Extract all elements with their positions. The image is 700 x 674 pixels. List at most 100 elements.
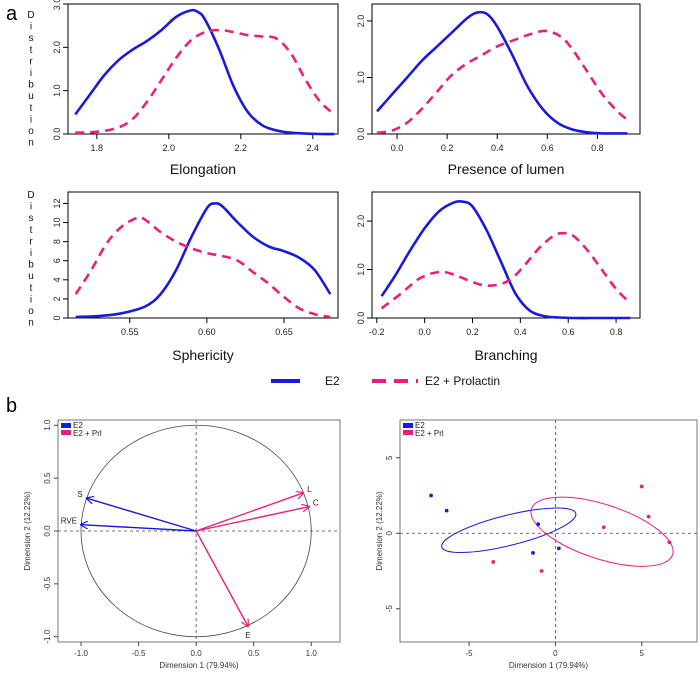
x-tick-label: 0 xyxy=(553,649,558,658)
series-line-e2-prolactin xyxy=(380,231,632,310)
plot-frame xyxy=(371,3,641,135)
x-tick-label: 0.2 xyxy=(441,143,454,153)
vector-label: S xyxy=(77,490,82,499)
y-axis-label-char: r xyxy=(29,236,33,247)
y-tick-label: 1.0 xyxy=(356,263,366,276)
y-axis-label-char: i xyxy=(30,248,32,259)
legend-prl-swatch xyxy=(403,430,413,435)
y-tick-label: 0 xyxy=(52,315,62,320)
vector-label: L xyxy=(307,485,312,494)
y-tick-label: 1.0 xyxy=(43,419,52,431)
x-tick-label: 0.0 xyxy=(191,649,203,658)
x-tick-label: 0.5 xyxy=(248,649,260,658)
x-tick-label: 0.6 xyxy=(541,143,554,153)
y-tick-label: 0.0 xyxy=(356,128,366,141)
vector-l xyxy=(195,493,303,532)
plot-frame xyxy=(67,3,339,135)
legend-e2-swatch xyxy=(403,423,413,428)
y-tick-label: 4 xyxy=(52,277,62,282)
y-tick-label: 0.0 xyxy=(52,128,62,141)
plot-frame xyxy=(371,191,641,319)
y-tick-label: 10 xyxy=(52,218,62,228)
x-tick-label: 5 xyxy=(640,649,645,658)
data-point xyxy=(639,484,644,489)
series-line-e2 xyxy=(376,10,628,135)
y-tick-label: 1.0 xyxy=(52,84,62,97)
data-point xyxy=(539,569,544,573)
data-point xyxy=(601,525,606,530)
y-axis-label-char: b xyxy=(28,260,34,271)
series-line-e2 xyxy=(74,8,335,136)
x-tick-label: 0.0 xyxy=(391,143,404,153)
x-tick-label: -1.0 xyxy=(74,649,88,658)
x-tick-label: 0.60 xyxy=(198,327,216,337)
vector-c xyxy=(195,507,309,532)
y-axis-label-char: i xyxy=(30,114,32,125)
y-axis-label-char: o xyxy=(28,306,34,317)
y-tick-label: 3.0 xyxy=(52,0,62,10)
y-axis-label-char: i xyxy=(30,202,32,213)
data-point xyxy=(531,550,535,555)
panel-label-b: b xyxy=(6,395,17,417)
series-line-e2-prolactin xyxy=(75,28,336,134)
y-axis-label-char: i xyxy=(30,294,32,305)
y-axis-label-char: D xyxy=(27,190,34,201)
y-tick-label: 0.5 xyxy=(43,472,52,484)
legend-e2-label: E2 xyxy=(73,421,83,430)
data-point xyxy=(646,514,651,519)
confidence-ellipse xyxy=(530,496,674,567)
y-axis-label-char: b xyxy=(28,80,34,91)
y-axis-label-char: D xyxy=(27,10,34,21)
x-tick-label: 1.8 xyxy=(91,143,104,153)
y-tick-label: 0.0 xyxy=(356,312,366,325)
legend-prl-label: E2 + Prl xyxy=(415,429,444,438)
y-axis-label-char: s xyxy=(29,213,34,224)
x-tick-label: 0.4 xyxy=(491,143,504,153)
x-tick-label: 0.55 xyxy=(121,327,139,337)
x-tick-label: 2.2 xyxy=(235,143,248,153)
series-line-e2-prolactin xyxy=(376,29,629,135)
y-axis-label-char: u xyxy=(28,91,34,102)
y-tick-label: 5 xyxy=(385,455,394,460)
vector-label: RVE xyxy=(61,517,77,526)
plot-frame xyxy=(67,191,339,319)
x-axis-label: Elongation xyxy=(170,161,236,177)
data-point xyxy=(429,493,433,498)
chart-correlation-circle: -1.0 -0.5 0.0 0.5 1.0 -1.0 -0.5 0.0 0.5 1.0 Dimens… xyxy=(23,419,341,670)
x-axis-label: Dimension 1 (79.94%) xyxy=(509,661,588,670)
vector-e xyxy=(195,530,248,626)
y-tick-label: 2.0 xyxy=(356,15,366,28)
x-tick-label: -0.2 xyxy=(369,327,385,337)
x-tick-label: 0.0 xyxy=(418,327,431,337)
x-tick-label: 0.8 xyxy=(591,143,604,153)
x-tick-label: -5 xyxy=(466,649,474,658)
x-tick-label: 2.0 xyxy=(163,143,176,153)
x-tick-label: 2.4 xyxy=(307,143,320,153)
y-tick-label: 0.0 xyxy=(43,525,52,537)
y-axis-label: Dimension 2 (12.22%) xyxy=(375,491,384,570)
y-tick-label: -0.5 xyxy=(43,576,52,590)
x-axis-label: Presence of lumen xyxy=(448,161,565,177)
x-axis-label: Dimension 1 (79.94%) xyxy=(159,661,238,670)
data-point xyxy=(667,540,672,545)
x-tick-label: 0.2 xyxy=(466,327,479,337)
y-axis-label-char: n xyxy=(28,138,34,149)
y-tick-label: -5 xyxy=(385,605,394,613)
y-axis-label-char: t xyxy=(30,103,33,114)
y-axis-label-char: i xyxy=(30,68,32,79)
chart-presence-of-lumen: 0.0 0.2 0.4 0.6 0.8 0.0 1.0 2.0 Presence of lume… xyxy=(356,3,641,177)
legend-e2-label: E2 xyxy=(325,374,340,388)
y-tick-label: 12 xyxy=(52,198,62,208)
data-point xyxy=(444,508,449,513)
legend-e2-label: E2 xyxy=(415,421,425,430)
data-point xyxy=(556,546,561,551)
y-axis-label-char: r xyxy=(29,56,33,67)
x-tick-label: -0.5 xyxy=(132,649,146,658)
vector-label: E xyxy=(245,631,250,640)
y-axis-label-char: u xyxy=(28,271,34,282)
y-axis-label-char: i xyxy=(30,22,32,33)
legend-e2-swatch xyxy=(61,423,71,428)
legend-prl-label: E2 + Prolactin xyxy=(425,374,500,388)
